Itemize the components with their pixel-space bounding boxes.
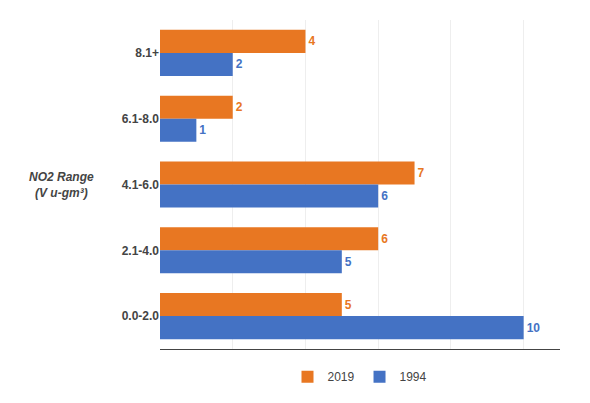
svg-text:2: 2 [236,57,243,71]
svg-text:1: 1 [199,123,206,137]
svg-text:5: 5 [345,298,352,312]
svg-text:6: 6 [381,189,388,203]
svg-text:10: 10 [527,321,541,335]
svg-text:4: 4 [308,34,315,48]
svg-text:5: 5 [345,255,352,269]
svg-text:4.1-6.0: 4.1-6.0 [122,178,160,192]
svg-text:2.1-4.0: 2.1-4.0 [122,244,160,258]
svg-text:0.0-2.0: 0.0-2.0 [122,309,160,323]
svg-text:7: 7 [418,166,425,180]
svg-text:2: 2 [236,100,243,114]
svg-text:6: 6 [381,232,388,246]
svg-text:1994: 1994 [400,370,427,384]
svg-text:2019: 2019 [328,370,355,384]
svg-text:8.1+: 8.1+ [135,46,159,60]
svg-text:NO2 Range(V u-gm³): NO2 Range(V u-gm³) [29,170,94,200]
svg-text:6.1-8.0: 6.1-8.0 [122,112,160,126]
